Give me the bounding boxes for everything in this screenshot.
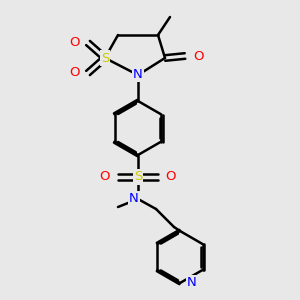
Text: O: O — [70, 67, 80, 80]
Text: O: O — [70, 37, 80, 50]
Text: O: O — [100, 170, 110, 184]
Text: N: N — [129, 193, 139, 206]
Text: O: O — [166, 170, 176, 184]
Text: O: O — [193, 50, 203, 62]
Text: S: S — [101, 52, 109, 64]
Text: S: S — [134, 170, 142, 184]
Text: N: N — [187, 277, 197, 290]
Text: N: N — [133, 68, 143, 80]
